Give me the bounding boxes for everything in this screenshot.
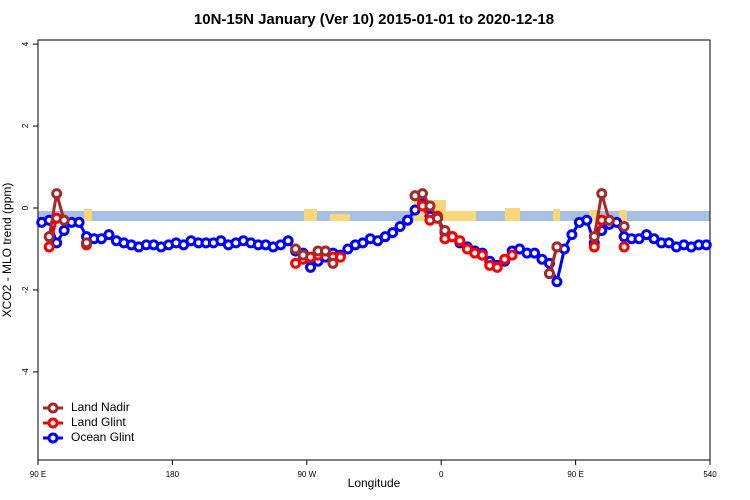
legend-label: Land Glint <box>71 415 126 429</box>
y-tick-label: 4 <box>21 41 30 46</box>
data-point <box>58 225 70 237</box>
data-point <box>417 188 429 200</box>
data-point <box>543 268 555 280</box>
legend-marker <box>47 432 59 444</box>
data-point <box>588 231 600 243</box>
legend-marker <box>47 402 59 414</box>
data-point <box>566 229 578 241</box>
y-tick-label: 2 <box>21 123 30 128</box>
data-point <box>700 239 712 251</box>
data-point <box>402 214 414 226</box>
data-point <box>103 229 115 241</box>
data-point <box>327 257 339 269</box>
data-point <box>43 231 55 243</box>
data-point <box>476 249 488 261</box>
x-tick-label: 90 W <box>297 470 316 479</box>
data-point <box>618 241 630 253</box>
y-axis-label: XCO2 - MLO trend (ppm) <box>0 183 14 318</box>
data-point <box>282 235 294 247</box>
data-point <box>394 220 406 232</box>
data-point <box>506 249 518 261</box>
x-tick-label: 90 E <box>30 470 46 479</box>
x-axis-label: Longitude <box>348 476 401 490</box>
data-point <box>454 235 466 247</box>
data-point <box>305 261 317 273</box>
data-point <box>543 257 555 269</box>
data-point <box>618 220 630 232</box>
plot-frame <box>37 39 711 461</box>
data-point <box>290 243 302 255</box>
y-tick-label: -4 <box>21 368 30 376</box>
data-point <box>73 216 85 228</box>
legend-label: Ocean Glint <box>71 430 135 444</box>
data-point <box>319 245 331 257</box>
data-point <box>43 241 55 253</box>
legend-marker <box>47 417 59 429</box>
data-point <box>529 247 541 259</box>
x-tick-label: 180 <box>166 470 180 479</box>
data-point <box>581 214 593 226</box>
data-point <box>334 251 346 263</box>
y-tick-label: 0 <box>21 205 30 210</box>
data-point <box>491 261 503 273</box>
data-point <box>297 249 309 261</box>
data-point <box>588 241 600 253</box>
data-point <box>551 276 563 288</box>
x-tick-label: 0 <box>439 470 444 479</box>
data-point <box>551 241 563 253</box>
data-point <box>81 237 93 249</box>
data-point <box>58 214 70 226</box>
data-point <box>424 200 436 212</box>
x-tick-label: 540 <box>703 470 717 479</box>
data-point <box>439 225 451 237</box>
data-point <box>431 212 443 224</box>
data-point <box>596 188 608 200</box>
data-point <box>603 214 615 226</box>
x-tick-label: 90 E <box>567 470 583 479</box>
legend-label: Land Nadir <box>71 400 130 414</box>
chart-title: 10N-15N January (Ver 10) 2015-01-01 to 2… <box>194 11 554 28</box>
data-point <box>51 188 63 200</box>
y-tick-label: -2 <box>21 286 30 294</box>
data-point <box>387 227 399 239</box>
